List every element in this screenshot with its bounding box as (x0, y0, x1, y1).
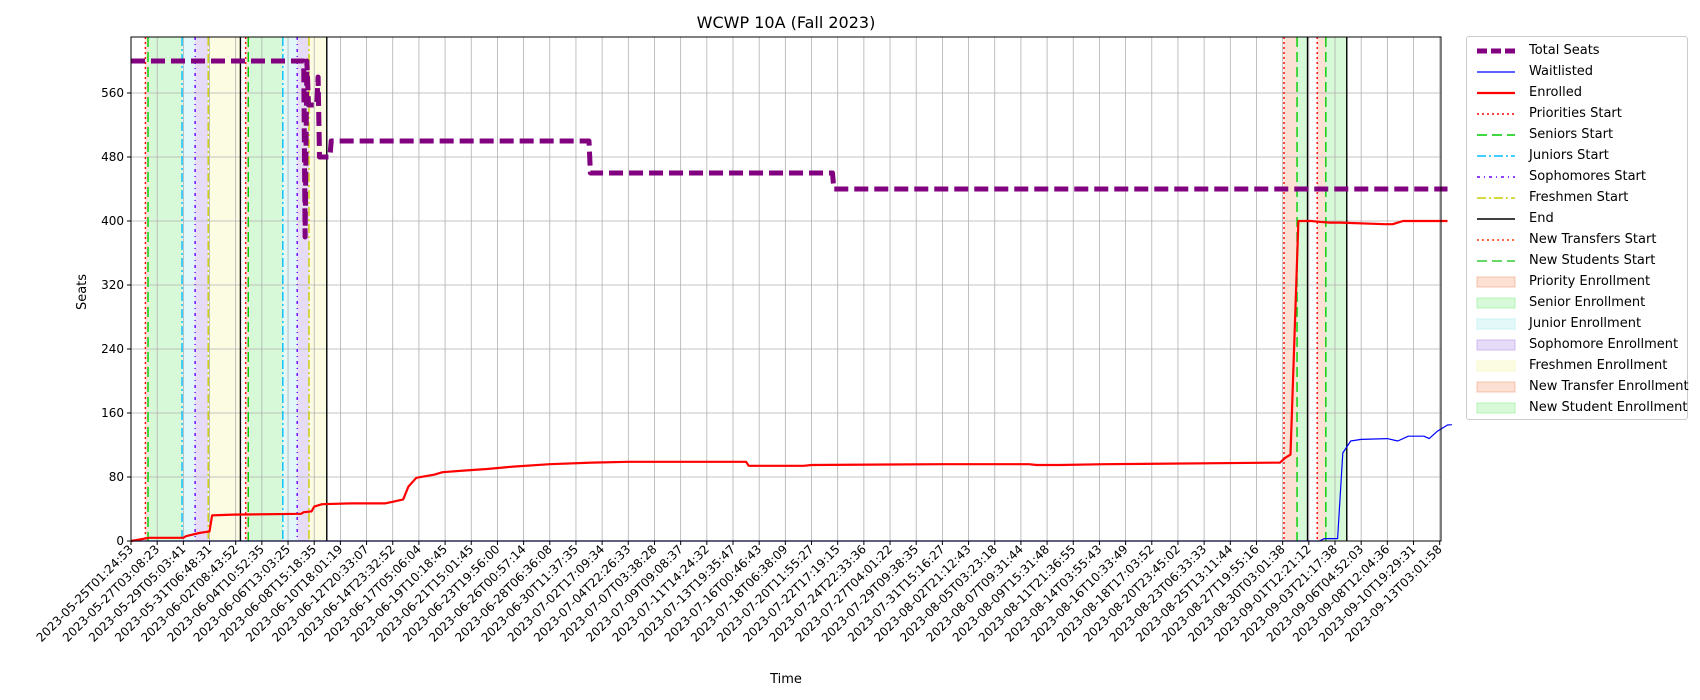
y-tick-label: 0 (116, 534, 124, 548)
span-priority-enrollment (1317, 37, 1326, 541)
legend-label: New Transfer Enrollment (1529, 379, 1689, 394)
legend-patch (1476, 276, 1516, 288)
y-axis-label: Seats (75, 274, 90, 310)
legend-item-new-transfers-start: New Transfers Start (1467, 230, 1687, 251)
legend-item-new-students-start: New Students Start (1467, 251, 1687, 272)
legend-symbol (1476, 339, 1516, 351)
legend-label: Total Seats (1529, 43, 1600, 58)
legend-symbol (1477, 71, 1515, 73)
legend-symbol (1477, 176, 1515, 178)
legend-label: Priority Enrollment (1529, 274, 1651, 289)
legend-patch (1476, 360, 1516, 372)
legend-label: Junior Enrollment (1529, 316, 1642, 331)
legend-patch (1476, 339, 1516, 351)
span-freshmen-enrollment (308, 37, 327, 541)
legend-symbol (1477, 260, 1515, 262)
legend-symbol (1477, 134, 1515, 136)
series-enrolled (130, 219, 1448, 543)
y-tick-label: 320 (101, 278, 124, 292)
span-sophomore-enrollment (297, 37, 309, 541)
legend-symbol (1477, 218, 1515, 220)
legend-symbol (1477, 239, 1515, 241)
legend-patch (1476, 402, 1516, 414)
legend-symbol (1477, 48, 1515, 54)
legend-symbol (1477, 197, 1515, 199)
y-tick-label: 160 (101, 406, 124, 420)
chart-title: WCWP 10A (Fall 2023) (697, 13, 876, 32)
legend-patch (1476, 318, 1516, 330)
y-tick-label: 560 (101, 86, 124, 100)
legend-item-seniors-start: Seniors Start (1467, 125, 1687, 146)
legend-label: Waitlisted (1529, 64, 1594, 79)
span-layer (145, 37, 1347, 541)
legend-item-total-seats: Total Seats (1467, 41, 1687, 62)
legend-symbol (1476, 360, 1516, 372)
chart-legend: Total Seats Waitlisted Enrolled Priorities … (1466, 36, 1689, 420)
legend-symbol (1476, 318, 1516, 330)
span-priority-enrollment (245, 37, 249, 541)
series-waitlisted (131, 424, 1452, 542)
y-tick-label: 80 (109, 470, 124, 484)
x-axis-label: Time (769, 672, 802, 687)
legend-symbol (1476, 276, 1516, 288)
span-senior-enrollment (1325, 37, 1347, 541)
legend-symbol (1476, 297, 1516, 309)
legend-item-end: End (1467, 209, 1687, 230)
legend-label: Freshmen Start (1529, 190, 1629, 205)
legend-label: Juniors Start (1529, 148, 1609, 163)
series-layer (130, 58, 1452, 543)
legend-item-priorities-start: Priorities Start (1467, 104, 1687, 125)
series-total-seats (131, 58, 1448, 240)
legend-item-new-transfer-enrollment: New Transfer Enrollment (1467, 377, 1689, 398)
legend-item-freshmen-start: Freshmen Start (1467, 188, 1687, 209)
span-freshmen-enrollment (208, 37, 241, 541)
legend-symbol (1477, 155, 1515, 157)
span-senior-enrollment (1297, 37, 1308, 541)
span-senior-enrollment (148, 37, 183, 541)
span-sophomore-enrollment (195, 37, 209, 541)
legend-item-sophomore-enrollment: Sophomore Enrollment (1467, 335, 1687, 356)
legend-label: Freshmen Enrollment (1529, 358, 1668, 373)
span-junior-enrollment (182, 37, 196, 541)
y-tick-label: 480 (101, 150, 124, 164)
legend-label: Priorities Start (1529, 106, 1622, 121)
legend-label: New Students Start (1529, 253, 1656, 268)
legend-patch (1476, 297, 1516, 309)
legend-item-priority-enrollment: Priority Enrollment (1467, 272, 1687, 293)
legend-label: Sophomore Enrollment (1529, 337, 1679, 352)
legend-label: Sophomores Start (1529, 169, 1646, 184)
legend-label: Enrolled (1529, 85, 1582, 100)
legend-label: Senior Enrollment (1529, 295, 1646, 310)
legend-symbol (1477, 91, 1515, 95)
legend-symbol (1476, 402, 1516, 414)
span-junior-enrollment (282, 37, 298, 541)
chart-svg: WCWP 10A (Fall 2023) Time Seats 0 80 160 24… (34, 13, 1452, 687)
legend-item-waitlisted: Waitlisted (1467, 62, 1687, 83)
legend-item-senior-enrollment: Senior Enrollment (1467, 293, 1687, 314)
y-tick-label: 400 (101, 214, 124, 228)
legend-label: End (1529, 211, 1554, 226)
legend-label: New Student Enrollment (1529, 400, 1688, 415)
legend-item-sophomores-start: Sophomores Start (1467, 167, 1687, 188)
legend-item-junior-enrollment: Junior Enrollment (1467, 314, 1687, 335)
y-tick-label: 240 (101, 342, 124, 356)
legend-item-new-student-enrollment: New Student Enrollment (1467, 398, 1687, 419)
legend-item-juniors-start: Juniors Start (1467, 146, 1687, 167)
axes-layer: 0801602403204004805602023-05-25T01:24:53… (34, 36, 1445, 645)
legend-symbol (1476, 381, 1516, 393)
legend-item-freshmen-enrollment: Freshmen Enrollment (1467, 356, 1687, 377)
grid-layer (130, 37, 1441, 542)
legend-symbol (1477, 113, 1515, 115)
vline-layer (144, 37, 1348, 541)
plot-frame (130, 36, 1442, 542)
legend-label: Seniors Start (1529, 127, 1614, 142)
span-priority-enrollment (145, 37, 149, 541)
legend-patch (1476, 381, 1516, 393)
legend-label: New Transfers Start (1529, 232, 1657, 247)
legend-item-enrolled: Enrolled (1467, 83, 1687, 104)
span-senior-enrollment (248, 37, 283, 541)
span-priority-enrollment (1283, 37, 1298, 541)
